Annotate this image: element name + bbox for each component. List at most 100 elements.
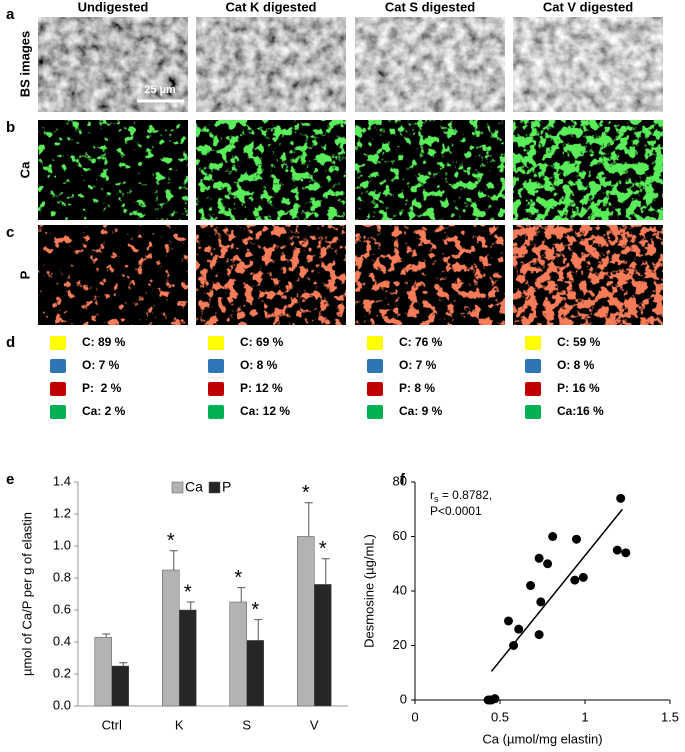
element-swatch	[367, 405, 383, 419]
legend-label: Ca	[185, 479, 203, 495]
y-tick-label: 0.8	[53, 569, 71, 584]
legend-label: P	[222, 479, 231, 495]
row-label: Ca	[17, 161, 32, 178]
significance-marker: *	[319, 538, 327, 560]
element-percent: C: 69 %	[240, 335, 284, 349]
x-tick-label: 1.5	[661, 709, 679, 724]
bs-image	[513, 17, 663, 112]
error-bar	[304, 502, 313, 537]
element-percent: O: 7 %	[82, 358, 120, 372]
element-swatch	[367, 359, 383, 373]
y-axis-label: µmol of Ca/P per g of elastin	[19, 512, 34, 676]
error-bar	[321, 558, 330, 585]
column-header: Cat K digested	[225, 0, 316, 14]
x-tick-label: Ctrl	[102, 717, 122, 732]
bar	[246, 640, 264, 707]
x-tick-label: 1	[581, 709, 588, 724]
bs-image	[38, 17, 188, 112]
panel-label: c	[6, 224, 14, 241]
stat-value: = 0.8782,	[439, 488, 493, 502]
ca-map	[513, 120, 663, 220]
error-bar	[169, 550, 178, 570]
y-tick-label: 20	[393, 637, 407, 652]
data-point	[570, 575, 580, 585]
y-tick-label: 80	[393, 473, 407, 488]
column-header: Cat V digested	[543, 0, 633, 14]
data-point	[509, 641, 519, 650]
error-bar	[186, 601, 195, 610]
y-tick-label: 0	[400, 691, 407, 706]
p-map	[355, 225, 505, 325]
p-map	[513, 225, 663, 325]
data-point	[578, 572, 588, 582]
element-percent: Ca: 2 %	[82, 404, 126, 418]
stat-symbol: r	[430, 488, 434, 502]
element-swatch	[50, 359, 66, 373]
significance-marker: *	[251, 599, 259, 621]
ca-map	[38, 120, 188, 220]
panel-label: f	[400, 471, 406, 488]
data-point	[514, 624, 524, 634]
element-percent: O: 8 %	[557, 358, 595, 372]
error-bar	[254, 619, 263, 641]
row-label: BS images	[17, 31, 32, 97]
x-tick-label: K	[175, 717, 184, 732]
stat-subscript: s	[434, 494, 439, 504]
element-swatch	[367, 382, 383, 396]
stat-annotation: rs = 0.8782,	[430, 488, 492, 504]
panel-label: b	[6, 119, 15, 136]
y-tick-label: 0.0	[53, 697, 71, 712]
data-point	[504, 616, 513, 626]
data-point	[526, 581, 536, 591]
element-swatch	[50, 336, 66, 350]
element-swatch	[208, 382, 224, 396]
bar	[314, 584, 332, 707]
panel-label: a	[6, 6, 15, 23]
row-label: P	[17, 270, 32, 279]
ca-map	[196, 120, 346, 220]
y-tick-label: 0.4	[53, 633, 71, 648]
data-point	[621, 548, 631, 558]
significance-marker: *	[167, 530, 175, 552]
element-swatch	[525, 336, 541, 350]
element-percent: P: 16 %	[557, 381, 600, 395]
bar	[162, 569, 180, 707]
element-swatch	[208, 336, 224, 350]
element-swatch	[208, 405, 224, 419]
element-percent: C: 59 %	[557, 335, 601, 349]
bs-image	[196, 17, 346, 112]
scale-bar-label: 25 µm	[144, 84, 176, 96]
y-tick-label: 60	[393, 528, 407, 543]
data-point	[543, 559, 553, 569]
y-tick-label: 0.2	[53, 665, 71, 680]
element-percent: P: 12 %	[240, 381, 283, 395]
data-point	[536, 597, 546, 607]
element-percent: C: 76 %	[399, 335, 443, 349]
element-percent: O: 7 %	[399, 358, 437, 372]
element-swatch	[525, 405, 541, 419]
error-bar	[102, 633, 111, 638]
element-percent: O: 8 %	[240, 358, 278, 372]
data-point	[490, 694, 500, 704]
x-axis-label: Ca (µmol/mg elastin)	[482, 731, 602, 746]
legend-swatch	[208, 481, 221, 494]
column-header: Undigested	[78, 0, 149, 14]
data-point	[548, 532, 558, 541]
bar	[297, 536, 315, 707]
y-tick-label: 40	[393, 582, 407, 597]
data-point	[534, 553, 544, 563]
element-swatch	[50, 405, 66, 419]
element-swatch	[525, 382, 541, 396]
y-tick-label: 0.6	[53, 601, 71, 616]
element-swatch	[208, 359, 224, 373]
bar	[229, 601, 247, 707]
bar	[179, 609, 197, 707]
data-point	[534, 630, 544, 640]
data-point	[616, 493, 626, 503]
bs-image	[355, 17, 505, 112]
y-tick-label: 1.2	[53, 505, 71, 520]
significance-marker: *	[184, 581, 192, 603]
column-header: Cat S digested	[385, 0, 475, 14]
panel-label: d	[6, 334, 15, 351]
